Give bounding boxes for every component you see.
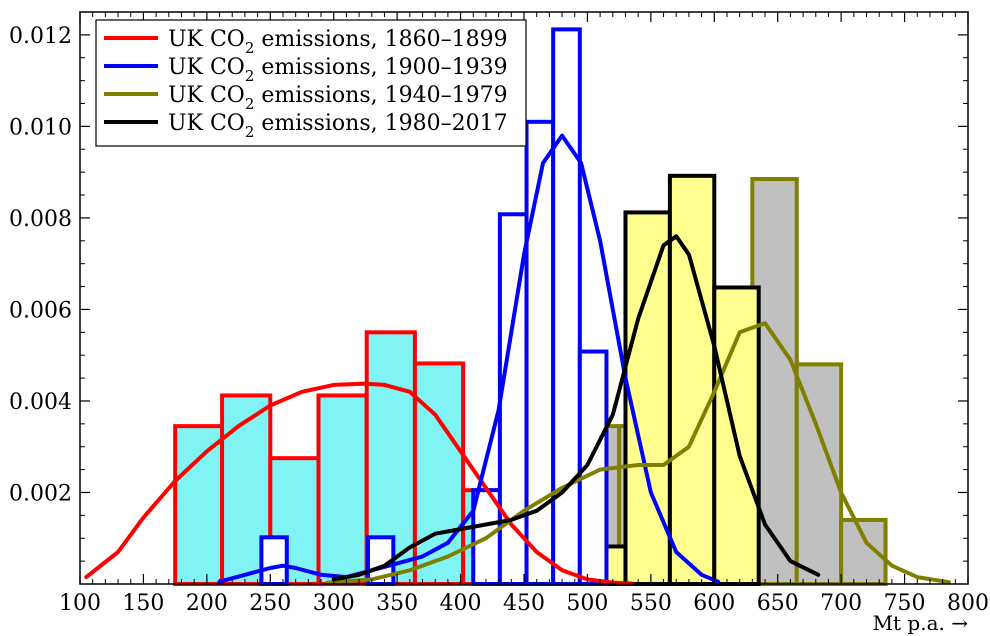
bar-series1-bin0: [259, 535, 289, 587]
y-tick-label: 0.006: [9, 298, 72, 323]
x-tick-label: 750: [884, 591, 926, 616]
x-tick-label: 450: [503, 591, 545, 616]
x-tick-label: 800: [947, 591, 989, 616]
bar-series3-bin5: [623, 210, 672, 586]
density-curve-series0: [84, 381, 634, 586]
legend-box: [95, 19, 527, 147]
y-tick-label: 0.004: [9, 390, 72, 415]
legend-entry-series1: UK CO2 emissions, 1900–1939: [168, 55, 508, 85]
x-tick-label: 300: [313, 591, 355, 616]
legend-entry-series2: UK CO2 emissions, 1940–1979: [168, 83, 508, 113]
bar-series1-bin5: [551, 27, 582, 587]
x-tick-label: 400: [440, 591, 482, 616]
x-tick-label: 200: [186, 591, 228, 616]
x-tick-label: 650: [757, 591, 799, 616]
y-tick-label: 0.008: [9, 207, 72, 232]
y-tick-label: 0.002: [9, 481, 72, 506]
density-curve-series3: [331, 234, 821, 582]
x-tick-label: 100: [59, 591, 101, 616]
bar-series0-bin3: [316, 393, 369, 587]
density-curve-series2: [325, 321, 951, 585]
bar-series0-bin0: [173, 424, 225, 586]
axes: 100 150 200 250 300 350 400 450 500 550 600 650 700 7…: [9, 11, 989, 616]
legend-entry-series3: UK CO2 emissions, 1980–2017: [168, 111, 508, 141]
density-curve-series1: [217, 133, 721, 584]
y-tick-label: 0.010: [9, 115, 72, 140]
x-tick-label: 350: [376, 591, 418, 616]
x-tick-label: 550: [630, 591, 672, 616]
density-curves: [84, 133, 951, 586]
x-tick-label: 250: [249, 591, 291, 616]
x-tick-label: 600: [693, 591, 735, 616]
x-tick-label: 150: [122, 591, 164, 616]
x-tick-label: 700: [820, 591, 862, 616]
x-axis-label: Mt p.a. →: [873, 611, 969, 635]
y-tick-label: 0.012: [9, 24, 72, 49]
x-tick-label: 500: [566, 591, 608, 616]
legend-entry-series0: UK CO2 emissions, 1860–1899: [168, 27, 508, 57]
